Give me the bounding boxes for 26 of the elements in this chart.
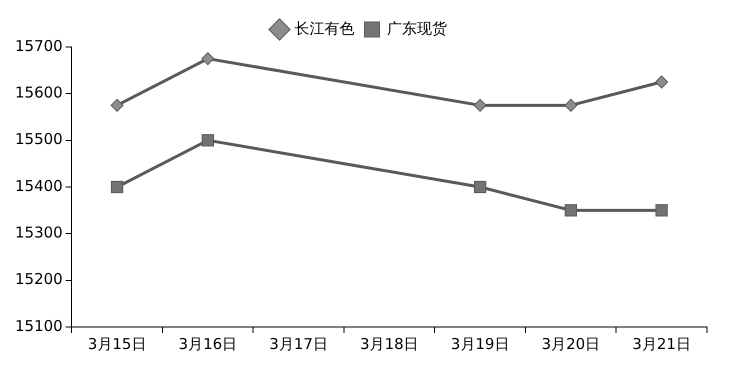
x-tick-label: 3月16日	[178, 334, 238, 353]
point	[655, 76, 668, 88]
x-tick-label: 3月20日	[542, 334, 600, 353]
y-tick-label: 15500	[15, 130, 63, 148]
point	[474, 180, 486, 194]
point	[474, 98, 487, 112]
y-tick-label: 15700	[15, 36, 63, 55]
y-tick-label: 15400	[15, 176, 63, 195]
point	[564, 204, 578, 216]
x-tick-label: 3月17日	[269, 334, 328, 353]
point	[655, 204, 668, 216]
x-tick-label: 3月15日	[88, 334, 146, 353]
point	[110, 180, 124, 194]
x-tick-label: 3月18日	[360, 334, 419, 353]
point	[201, 52, 214, 66]
y-tick-label: 15200	[15, 270, 63, 288]
x-tick-label: 3月19日	[450, 334, 510, 353]
point	[564, 98, 578, 112]
x-tick-label: 3月21日	[632, 334, 691, 353]
point	[110, 98, 124, 112]
legend-label: 长江有色	[294, 19, 354, 38]
y-tick-label: 15600	[15, 84, 63, 102]
legend-label: 广东现货	[387, 19, 447, 38]
y-tick-label: 15100	[15, 316, 63, 335]
y-tick-label: 15300	[15, 224, 63, 242]
point	[202, 134, 214, 146]
